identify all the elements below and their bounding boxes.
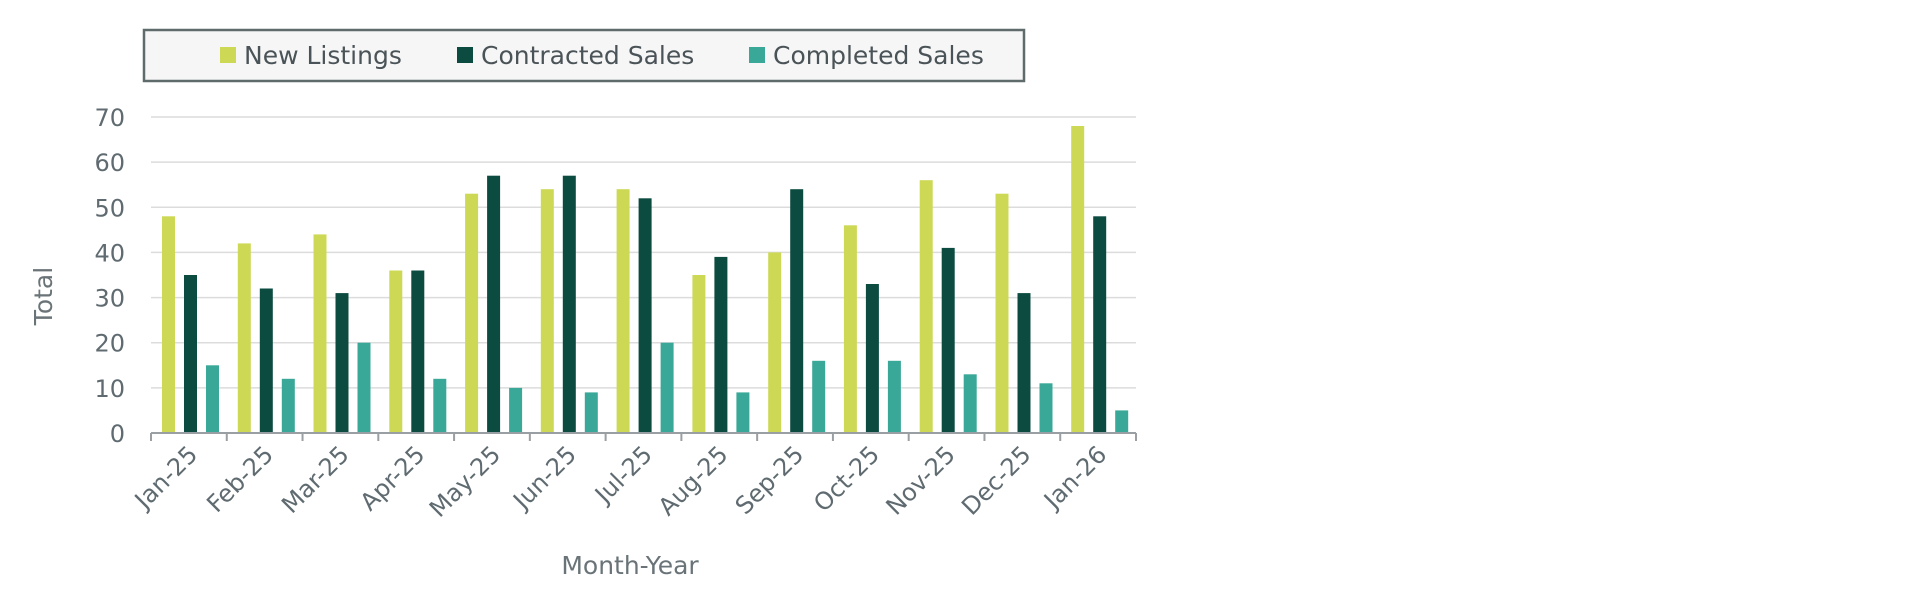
bar-completed-sales [812, 360, 826, 433]
bar-contracted-sales [335, 293, 349, 433]
bar-contracted-sales [638, 198, 652, 433]
bar-new-listings [919, 180, 933, 433]
x-tick-label: May-25 [424, 440, 506, 522]
bar-contracted-sales [790, 189, 804, 433]
y-tick-label: 60 [94, 149, 125, 177]
y-tick-label: 10 [94, 375, 125, 403]
bar-completed-sales [281, 378, 295, 433]
legend-label: Contracted Sales [481, 41, 694, 70]
bar-contracted-sales [562, 175, 576, 433]
bar-new-listings [1071, 126, 1085, 433]
bar-contracted-sales [259, 288, 273, 433]
bar-new-listings [465, 193, 479, 433]
bar-new-listings [237, 243, 251, 433]
bar-completed-sales [660, 342, 674, 433]
legend-swatch [220, 47, 236, 63]
x-tick-label: Feb-25 [201, 440, 279, 518]
bar-completed-sales [509, 387, 523, 433]
x-tick-label: Apr-25 [355, 440, 431, 516]
bar-new-listings [540, 189, 554, 433]
x-tick-label: Mar-25 [276, 440, 354, 518]
bar-completed-sales [357, 342, 371, 433]
x-tick-label: Jun-25 [507, 440, 582, 515]
bar-new-listings [313, 234, 327, 433]
x-tick-label: Jan-25 [128, 440, 203, 515]
bar-completed-sales [1039, 383, 1053, 433]
bar-completed-sales [1115, 410, 1129, 433]
bar-contracted-sales [184, 275, 197, 433]
axes [150, 432, 1137, 441]
bar-contracted-sales [487, 175, 501, 433]
x-axis-title: Month-Year [561, 551, 699, 580]
bar-new-listings [692, 275, 706, 433]
x-tick-label: Jul-25 [588, 440, 657, 509]
y-tick-label: 40 [94, 239, 125, 267]
bar-new-listings [389, 270, 403, 433]
legend-swatch [749, 47, 765, 63]
legend-swatch [457, 47, 473, 63]
legend-label: Completed Sales [773, 41, 984, 70]
y-tick-label: 30 [94, 285, 125, 313]
legend: New Listings Contracted Sales Completed Sa… [142, 28, 1026, 83]
bar-completed-sales [433, 378, 447, 433]
bar-completed-sales [887, 360, 901, 433]
bar-contracted-sales [714, 256, 728, 433]
x-tick-label: Oct-25 [808, 440, 885, 517]
x-tick-label: Sep-25 [730, 440, 810, 520]
y-tick-labels: 0 10 20 30 40 50 60 70 [94, 104, 125, 448]
bar-completed-sales [584, 392, 598, 433]
x-tick-label: Aug-25 [653, 440, 734, 521]
bar-contracted-sales [1093, 216, 1107, 433]
bar-contracted-sales [1017, 293, 1031, 433]
bar-new-listings [616, 189, 630, 433]
bar-completed-sales [963, 374, 977, 433]
bar-completed-sales [206, 365, 219, 433]
legend-box [142, 28, 1026, 83]
x-tick-label: Dec-25 [956, 440, 1036, 520]
bar-contracted-sales [865, 284, 879, 433]
y-tick-label: 0 [110, 420, 125, 448]
bars [162, 126, 1129, 433]
legend-label: New Listings [244, 41, 402, 70]
y-tick-label: 70 [94, 104, 125, 132]
bar-contracted-sales [941, 247, 955, 433]
y-tick-label: 20 [94, 330, 125, 358]
x-tick-label: Nov-25 [881, 440, 961, 520]
bar-new-listings [768, 252, 782, 433]
y-axis-title: Total [29, 267, 58, 326]
bar-new-listings [843, 225, 857, 433]
bar-completed-sales [736, 392, 750, 433]
bar-new-listings [162, 216, 175, 433]
x-tick-label: Jan-26 [1037, 440, 1112, 515]
bar-new-listings [995, 193, 1009, 433]
y-tick-label: 50 [94, 194, 125, 222]
bar-contracted-sales [411, 270, 425, 433]
